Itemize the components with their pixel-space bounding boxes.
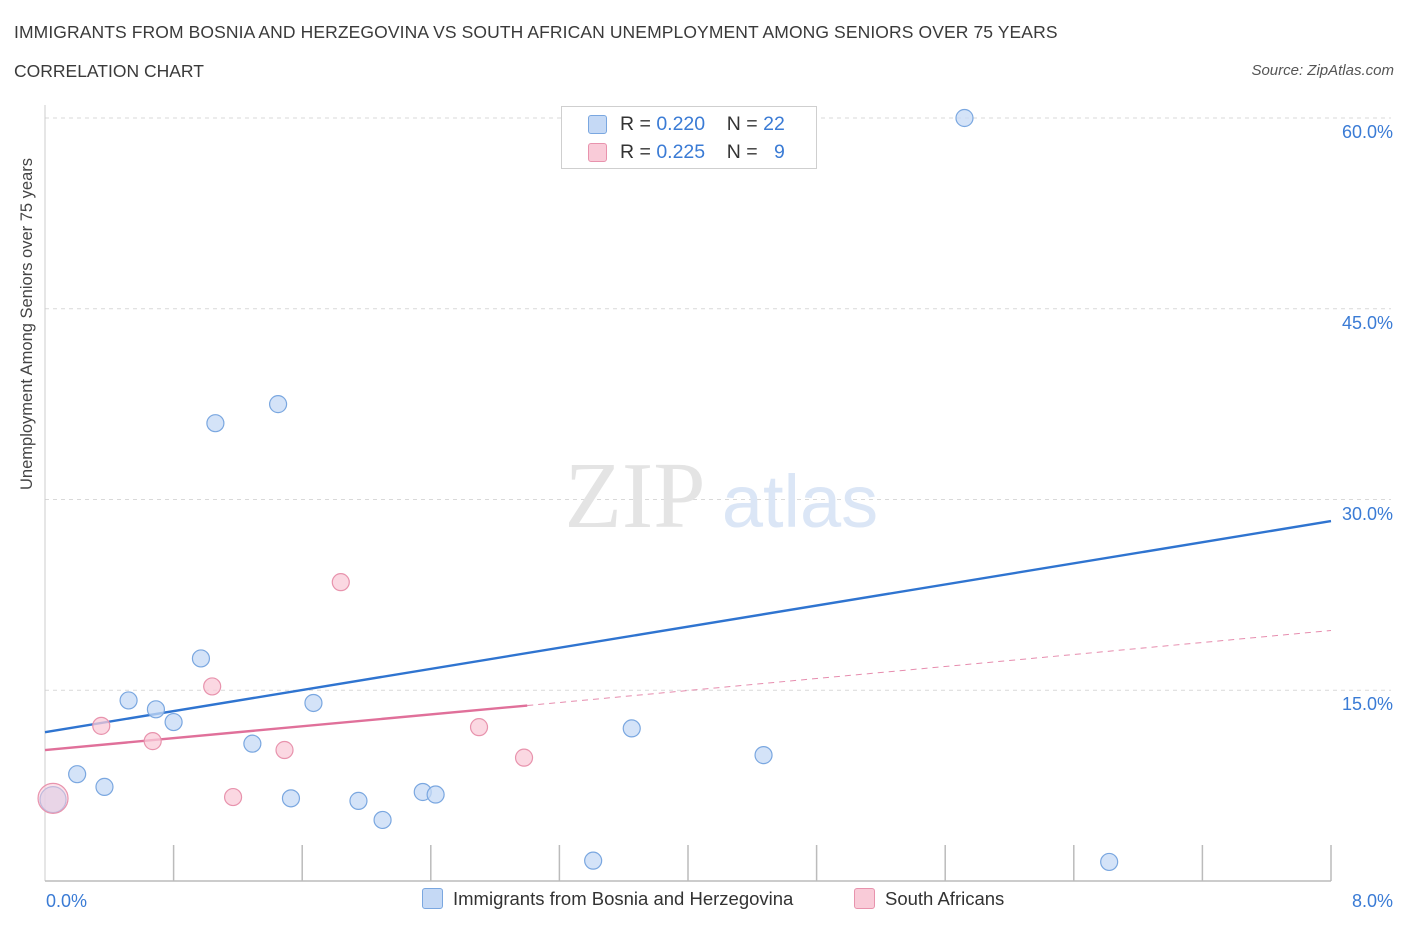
bottom-legend-swatch-south-africans (854, 888, 875, 909)
y-tick-label: 15.0% (1341, 694, 1393, 715)
trend-line-south-africans-extension (527, 629, 1332, 707)
legend-n-value: 9 (773, 141, 785, 163)
trend-line-bosnia (44, 519, 1332, 734)
point-bosnia (95, 777, 114, 796)
trend-lines (44, 519, 1332, 752)
point-bosnia (754, 746, 773, 765)
legend-r-value: 0.225 (656, 141, 706, 163)
legend-r-value: 0.220 (656, 113, 706, 135)
chart-title: IMMIGRANTS FROM BOSNIA AND HERZEGOVINA V… (14, 22, 1058, 42)
y-tick-label: 30.0% (1341, 503, 1393, 524)
bottom-legend-bosnia: Immigrants from Bosnia and Herzegovina (422, 888, 793, 910)
point-bosnia (584, 851, 603, 870)
bottom-legend-swatch-bosnia (422, 888, 443, 909)
grid (45, 117, 1391, 691)
y-axis-label: Unemployment Among Seniors over 75 years (18, 158, 36, 490)
data-points (37, 108, 1119, 872)
trend-line-south-africans (44, 704, 528, 752)
legend-n-label: N = (726, 113, 764, 135)
point-south-africans (37, 782, 69, 814)
legend-n-label: N = (726, 141, 764, 163)
legend-r-label: R = (620, 113, 657, 135)
point-south-africans (331, 573, 350, 592)
point-bosnia (349, 791, 368, 810)
point-south-africans (275, 740, 294, 760)
legend-swatch-south-africans (588, 143, 607, 162)
point-south-africans (469, 718, 489, 737)
watermark: ZIP atlas (565, 444, 879, 548)
point-bosnia (426, 785, 445, 804)
point-bosnia (1100, 852, 1119, 872)
point-bosnia (146, 700, 166, 719)
point-south-africans (203, 677, 222, 696)
legend-r-label: R = (620, 141, 657, 163)
point-bosnia (955, 108, 974, 128)
point-bosnia (68, 765, 87, 784)
point-bosnia (191, 649, 211, 668)
y-tick-label: 45.0% (1341, 312, 1393, 333)
point-bosnia (373, 810, 392, 830)
legend-swatch-bosnia (588, 115, 607, 134)
bottom-legend-south-africans: South Africans (854, 888, 1004, 910)
point-bosnia (268, 395, 288, 414)
point-bosnia (243, 734, 262, 753)
x-tick-label-max: 8.0% (1351, 891, 1393, 911)
point-bosnia (206, 414, 225, 433)
chart-subtitle: CORRELATION CHART (14, 61, 204, 81)
point-south-africans (223, 787, 243, 807)
y-tick-label: 60.0% (1341, 122, 1393, 142)
point-south-africans (143, 732, 162, 751)
source-label: Source: ZipAtlas.com (1251, 62, 1394, 79)
point-bosnia (119, 691, 138, 710)
bottom-legend-label-south-africans: South Africans (885, 888, 1005, 909)
stats-legend: R = 0.220 N = 22 R = 0.225 N = 9 (561, 106, 817, 169)
point-bosnia (164, 712, 183, 732)
legend-n-value: 22 (763, 113, 785, 135)
x-tick-label-min: 0.0% (46, 891, 88, 911)
point-bosnia (304, 693, 323, 713)
axes (44, 105, 1332, 882)
watermark-zip: ZIP (565, 444, 706, 548)
point-bosnia (622, 719, 641, 738)
point-south-africans (514, 748, 534, 767)
point-bosnia (281, 789, 301, 808)
point-south-africans (92, 716, 111, 735)
bottom-legend-label-bosnia: Immigrants from Bosnia and Herzegovina (453, 888, 794, 909)
watermark-atlas: atlas (722, 460, 878, 543)
